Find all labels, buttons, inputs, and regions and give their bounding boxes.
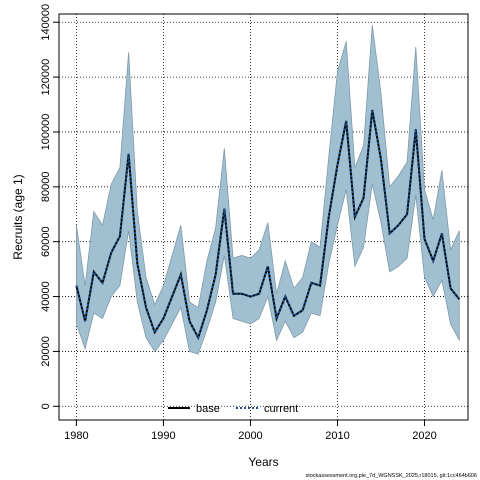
y-tick-label: 80000 [40,172,52,203]
x-axis-label: Years [248,455,278,469]
y-tick-label: 100000 [40,114,52,151]
y-axis-label: Recruits (age 1) [11,174,25,259]
y-tick-label: 140000 [40,4,52,41]
y-tick-label: 120000 [40,59,52,96]
y-tick-label: 0 [40,403,52,409]
plot-frame [58,13,469,421]
y-axis: 0 20000 40000 60000 80000 100000 120000 140000 [40,4,59,409]
x-tick-label: 1980 [64,430,88,442]
y-tick-label: 40000 [40,281,52,312]
legend-label: current [264,403,298,415]
legend-item-base: base [168,403,220,415]
x-tick-label: 2020 [412,430,436,442]
legend-item-current: current [236,403,298,415]
series-line-current [75,109,461,341]
footer-text: stockassessment.org,ple_7d_WGNSSK_2025,r… [305,473,477,479]
y-tick-label: 60000 [40,226,52,257]
confidence-band [76,24,460,355]
y-tick-label: 20000 [40,336,52,367]
legend-label: base [196,403,220,415]
x-axis: 1980 1990 2000 2010 2020 [64,420,437,442]
x-tick-label: 2000 [238,430,262,442]
x-tick-label: 1990 [151,430,175,442]
x-tick-label: 2010 [325,430,349,442]
legend: base current [168,403,298,415]
